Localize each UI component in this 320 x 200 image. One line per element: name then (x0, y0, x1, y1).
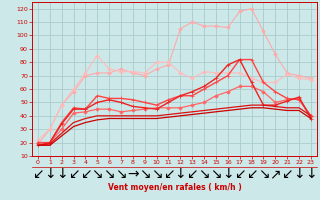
X-axis label: Vent moyen/en rafales ( km/h ): Vent moyen/en rafales ( km/h ) (108, 183, 241, 192)
